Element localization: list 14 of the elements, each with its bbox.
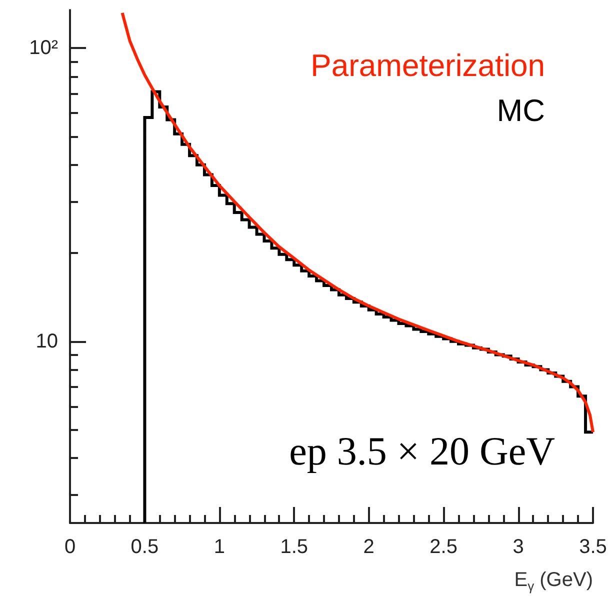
x-tick-label: 1 — [214, 536, 225, 558]
line-series — [120, 11, 594, 434]
x-tick-label: 3.5 — [579, 536, 607, 558]
annotation: ep 3.5 × 20 GeV — [289, 428, 556, 474]
y-tick-label: 10² — [29, 37, 58, 60]
x-tick-label: 3 — [512, 536, 524, 558]
x-tick-label: 2.5 — [430, 536, 458, 558]
x-tick-label: 0 — [64, 536, 76, 558]
text: MC — [496, 93, 545, 128]
x-tick-label: 0.5 — [130, 536, 159, 558]
y-tick-label: 10 — [36, 330, 58, 352]
x-tick-label: 2 — [363, 536, 374, 558]
x-tick-label: 1.5 — [280, 536, 308, 558]
text: Parameterization — [310, 48, 545, 83]
